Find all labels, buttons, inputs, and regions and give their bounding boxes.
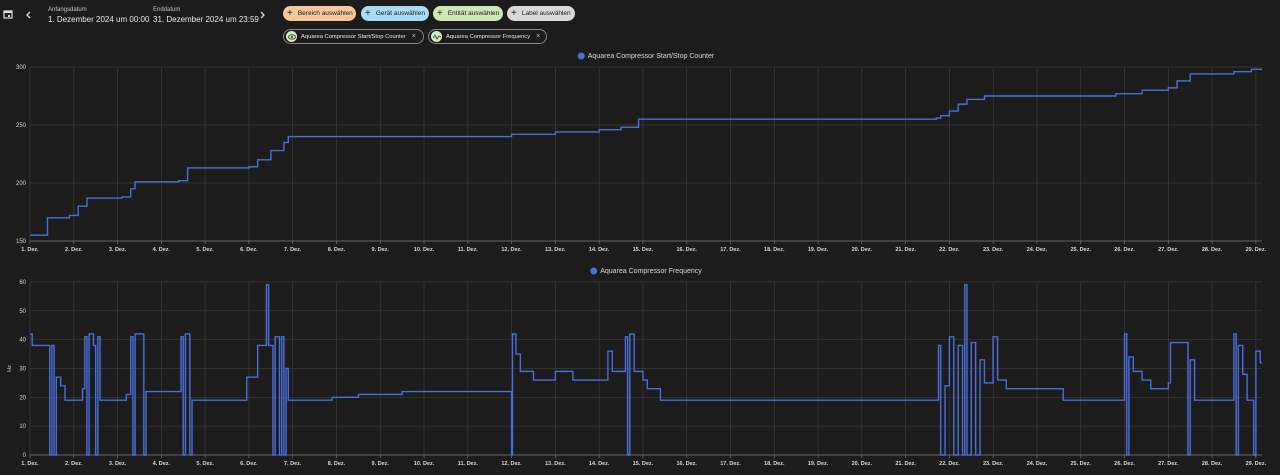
device-filter[interactable]: + Gerät auswählen [361, 6, 429, 21]
x-tick-label: 15. Dez. [633, 461, 654, 467]
x-tick-label: 5. Dez. [196, 247, 214, 253]
toolbar: Anfangsdatum 1. Dezember 2024 um 00:00 E… [0, 0, 1280, 50]
y-tick-label: 200 [16, 181, 27, 187]
x-tick-label: 17. Dez. [720, 247, 741, 253]
x-tick-label: 6. Dez. [240, 461, 258, 467]
area-filter[interactable]: + Bereich auswählen [283, 6, 356, 21]
chip-label: Entität auswählen [447, 10, 500, 17]
x-tick-label: 26. Dez. [1114, 247, 1135, 253]
x-tick-label: 27. Dez. [1158, 461, 1179, 467]
x-tick-label: 26. Dez. [1114, 461, 1135, 467]
x-tick-label: 22. Dez. [939, 461, 960, 467]
x-tick-label: 23. Dez. [983, 247, 1004, 253]
y-tick-label: 60 [19, 280, 26, 286]
legend-marker [577, 52, 585, 60]
x-tick-label: 25. Dez. [1071, 247, 1092, 253]
series-line [30, 284, 1262, 456]
x-tick-label: 22. Dez. [939, 247, 960, 253]
chip-label: Bereich auswählen [297, 10, 353, 17]
x-tick-label: 29. Dez. [1246, 247, 1267, 253]
legend-marker [590, 267, 598, 275]
x-tick-label: 18. Dez. [764, 461, 785, 467]
x-tick-label: 20. Dez. [852, 461, 873, 467]
chip-label: Label auswählen [521, 10, 571, 17]
calendar-icon[interactable] [3, 9, 13, 19]
x-tick-label: 29. Dez. [1246, 461, 1267, 467]
y-tick-label: 40 [19, 338, 26, 344]
x-tick-label: 28. Dez. [1202, 461, 1223, 467]
x-tick-label: 27. Dez. [1158, 247, 1179, 253]
x-tick-label: 19. Dez. [808, 247, 829, 253]
x-tick-label: 24. Dez. [1027, 461, 1048, 467]
x-tick-label: 16. Dez. [676, 461, 697, 467]
legend-label: Aquarea Compressor Start/Stop Counter [588, 53, 715, 60]
x-tick-label: 9. Dez. [372, 247, 390, 253]
x-tick-label: 8. Dez. [328, 247, 346, 253]
x-tick-label: 21. Dez. [895, 461, 916, 467]
entity-chip[interactable]: Aquarea Compressor Start/Stop Counter × [283, 29, 424, 44]
x-tick-label: 18. Dez. [764, 247, 785, 253]
x-tick-label: 17. Dez. [720, 461, 741, 467]
y-tick-label: 20 [19, 395, 26, 401]
x-tick-label: 20. Dez. [852, 247, 873, 253]
x-tick-label: 21. Dez. [895, 247, 916, 253]
x-tick-label: 3. Dez. [109, 461, 127, 467]
prev-button[interactable] [25, 11, 33, 19]
end-date[interactable]: 31. Dezember 2024 um 23:59 [153, 15, 259, 24]
x-tick-label: 23. Dez. [983, 461, 1004, 467]
end-label: Enddatum [153, 7, 181, 13]
x-tick-label: 25. Dez. [1071, 461, 1092, 467]
y-axis-label: Hz [7, 365, 13, 372]
x-tick-label: 2. Dez. [65, 461, 83, 467]
x-tick-label: 19. Dez. [808, 461, 829, 467]
x-tick-label: 2. Dez. [65, 247, 83, 253]
x-tick-label: 3. Dez. [109, 247, 127, 253]
legend-label: Aquarea Compressor Frequency [600, 268, 702, 275]
series-line [30, 68, 1262, 236]
x-tick-label: 28. Dez. [1202, 247, 1223, 253]
chip-label: Gerät auswählen [375, 10, 425, 17]
y-tick-label: 30 [19, 367, 26, 373]
x-tick-label: 1. Dez. [21, 461, 39, 467]
x-tick-label: 5. Dez. [196, 461, 214, 467]
x-tick-label: 16. Dez. [676, 247, 697, 253]
y-tick-label: 10 [19, 424, 26, 430]
x-tick-label: 14. Dez. [589, 247, 610, 253]
x-tick-label: 1. Dez. [21, 247, 39, 253]
x-tick-label: 8. Dez. [328, 461, 346, 467]
entity-chip[interactable]: Aquarea Compressor Frequency × [428, 29, 547, 44]
x-tick-label: 13. Dez. [545, 461, 566, 467]
x-tick-label: 11. Dez. [458, 247, 479, 253]
chip-label: Aquarea Compressor Start/Stop Counter [301, 33, 406, 40]
label-filter[interactable]: + Label auswählen [507, 6, 575, 21]
x-tick-label: 12. Dez. [501, 461, 522, 467]
start-label: Anfangsdatum [48, 7, 87, 13]
x-tick-label: 24. Dez. [1027, 247, 1048, 253]
chip-label: Aquarea Compressor Frequency [446, 33, 531, 40]
x-tick-label: 14. Dez. [589, 461, 610, 467]
entity-filter[interactable]: + Entität auswählen [433, 6, 503, 21]
y-tick-label: 150 [16, 239, 27, 245]
x-tick-label: 10. Dez. [414, 461, 435, 467]
x-tick-label: 7. Dez. [284, 461, 302, 467]
x-tick-label: 12. Dez. [501, 247, 522, 253]
y-tick-label: 50 [19, 309, 26, 315]
x-tick-label: 7. Dez. [284, 247, 302, 253]
x-tick-label: 15. Dez. [633, 247, 654, 253]
x-tick-label: 9. Dez. [372, 461, 390, 467]
y-tick-label: 250 [16, 123, 27, 129]
x-tick-label: 4. Dez. [153, 247, 171, 253]
y-tick-label: 300 [16, 65, 27, 71]
start-date[interactable]: 1. Dezember 2024 um 00:00 [48, 15, 150, 24]
x-tick-label: 6. Dez. [240, 247, 258, 253]
y-tick-label: 0 [23, 453, 27, 459]
x-tick-label: 11. Dez. [458, 461, 479, 467]
x-tick-label: 13. Dez. [545, 247, 566, 253]
next-button[interactable] [258, 11, 266, 19]
x-tick-label: 10. Dez. [414, 247, 435, 253]
x-tick-label: 4. Dez. [153, 461, 171, 467]
